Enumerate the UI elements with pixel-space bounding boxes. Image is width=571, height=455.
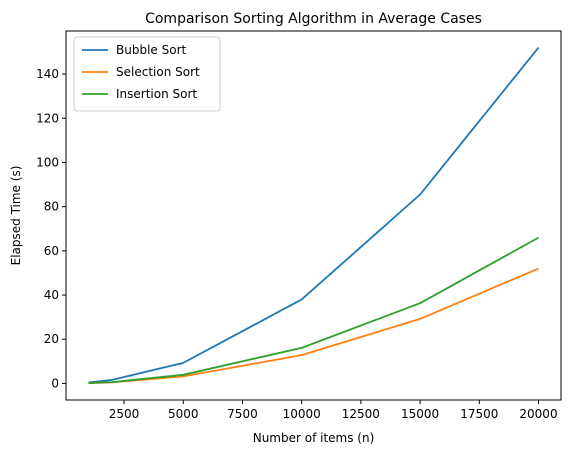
y-tick-label: 0 <box>51 376 59 390</box>
y-tick-label: 40 <box>44 288 59 302</box>
plot-frame <box>65 30 562 401</box>
x-tick-label: 5000 <box>168 407 199 421</box>
y-tick-label: 20 <box>44 332 59 346</box>
legend: Bubble Sort Selection Sort Insertion Sort <box>73 36 221 112</box>
x-axis-label: Number of items (n) <box>253 431 375 445</box>
y-tick-label: 120 <box>36 111 59 125</box>
y-axis-ticks: 0 20 40 60 80 100 120 140 <box>36 67 66 390</box>
series-layer <box>88 47 540 385</box>
x-tick-label: 2500 <box>109 407 140 421</box>
x-tick-label: 10000 <box>283 407 321 421</box>
legend-label: Selection Sort <box>116 65 200 79</box>
x-tick-label: 17500 <box>460 407 498 421</box>
x-tick-label: 15000 <box>401 407 439 421</box>
x-tick-label: 7500 <box>227 407 258 421</box>
chart-title: Comparison Sorting Algorithm in Average … <box>145 11 482 27</box>
y-axis-label: Elapsed Time (s) <box>9 166 23 266</box>
y-tick-label: 140 <box>36 67 59 81</box>
legend-label: Bubble Sort <box>116 43 186 57</box>
legend-box <box>73 36 221 112</box>
legend-label: Insertion Sort <box>116 87 197 101</box>
y-tick-label: 80 <box>44 200 59 214</box>
x-tick-label: 12500 <box>342 407 380 421</box>
y-tick-label: 60 <box>44 244 59 258</box>
x-tick-label: 20000 <box>519 407 557 421</box>
x-axis-ticks: 2500 5000 7500 10000 12500 15000 17500 20000 <box>109 400 558 421</box>
series-line-insertion-sort <box>88 236 539 384</box>
series-line-bubble-sort <box>88 47 540 384</box>
y-tick-label: 100 <box>36 155 59 169</box>
